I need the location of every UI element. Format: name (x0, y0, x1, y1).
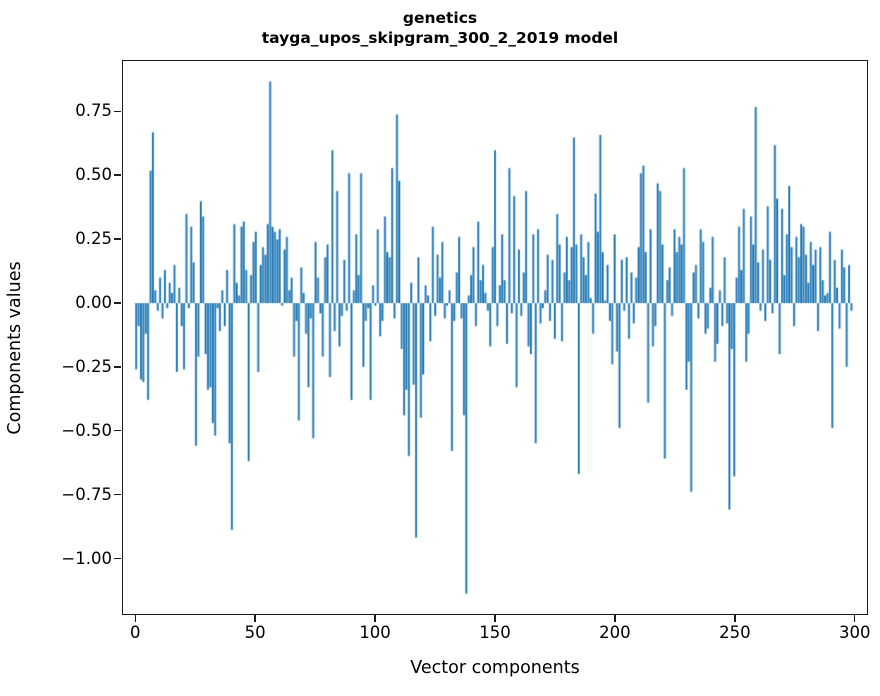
x-axis-label: Vector components (410, 658, 580, 678)
x-tick-mark (134, 615, 136, 622)
y-tick-label: 0.75 (75, 101, 112, 121)
x-tick-label: 50 (244, 623, 266, 642)
x-tick-label: 100 (359, 623, 391, 642)
y-tick-label: −0.75 (61, 484, 112, 504)
x-tick-label: 150 (479, 623, 511, 642)
x-tick-label: 300 (839, 623, 871, 642)
x-tick-mark (854, 615, 856, 622)
y-tick-label: −0.50 (61, 420, 112, 440)
chart-title-line-1: genetics (402, 9, 478, 27)
y-tick-mark (114, 430, 121, 432)
x-tick-mark (494, 615, 496, 622)
y-tick-mark (114, 110, 121, 112)
y-tick-mark (114, 174, 121, 176)
y-tick-label: −0.25 (61, 356, 112, 376)
y-tick-label: −1.00 (61, 548, 112, 568)
y-tick-mark (114, 302, 121, 304)
chart-title: genetics tayga_upos_skipgram_300_2_2019 … (0, 8, 880, 48)
bar-series-canvas (123, 61, 867, 614)
x-tick-label: 0 (129, 623, 141, 642)
y-tick-label: 0.00 (75, 292, 112, 312)
chart-title-line-2: tayga_upos_skipgram_300_2_2019 model (261, 29, 619, 47)
x-tick-mark (254, 615, 256, 622)
y-tick-mark (114, 366, 121, 368)
y-tick-mark (114, 238, 121, 240)
y-tick-label: 0.50 (75, 165, 112, 185)
y-tick-mark (114, 558, 121, 560)
x-tick-label: 200 (599, 623, 631, 642)
x-tick-mark (374, 615, 376, 622)
y-tick-mark (114, 494, 121, 496)
y-axis-label: Components values (5, 261, 25, 435)
x-tick-mark (734, 615, 736, 622)
y-tick-label: 0.25 (75, 229, 112, 249)
x-tick-mark (614, 615, 616, 622)
y-axis-tick-labels: 0.75 0.50 0.25 0.00 −0.25 −0.50 −0.75 −1.00 (0, 0, 121, 696)
x-tick-label: 250 (719, 623, 751, 642)
plot-axes (122, 60, 868, 615)
